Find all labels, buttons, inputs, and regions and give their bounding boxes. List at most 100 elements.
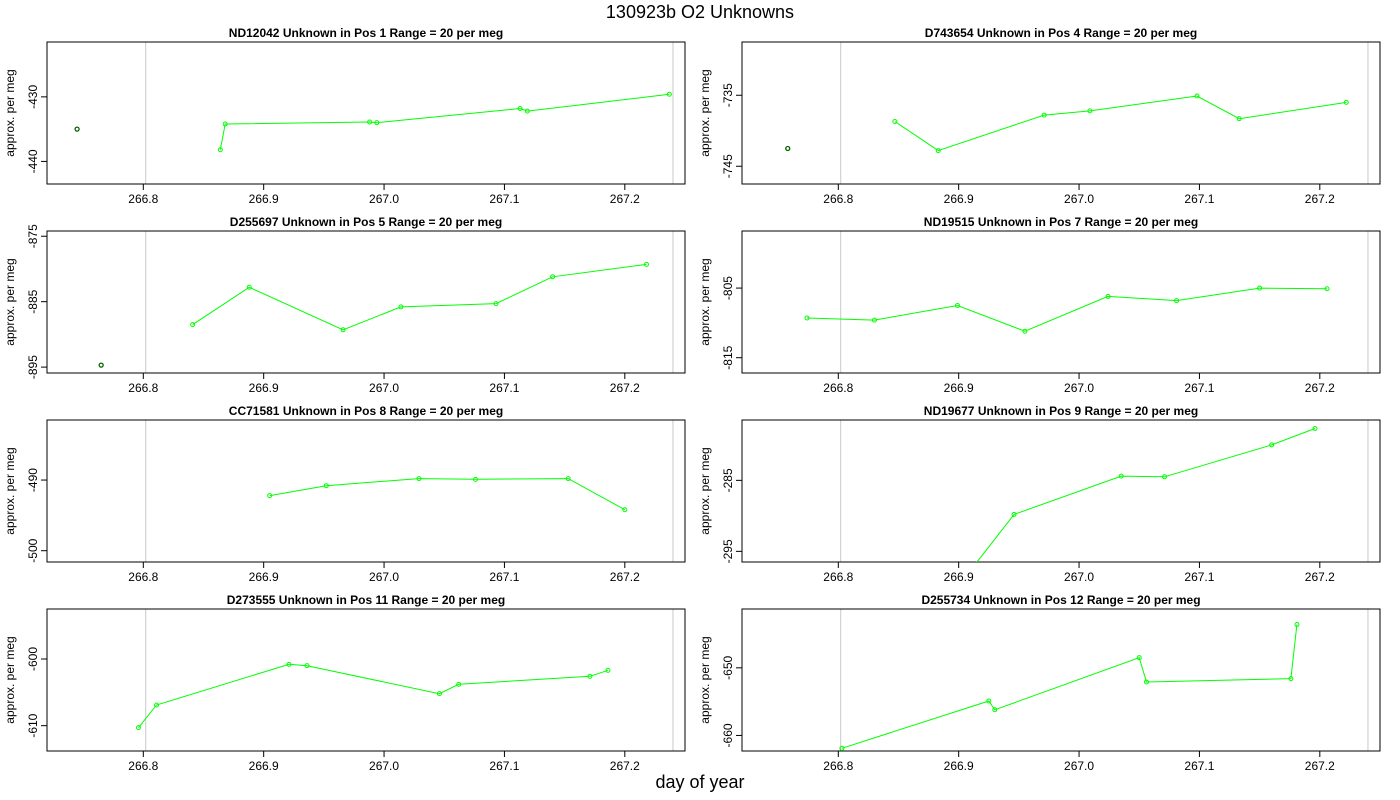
x-tick-label: 266.8: [128, 759, 158, 773]
y-axis-label: approx. per meg: [3, 258, 17, 345]
data-point: [839, 745, 845, 751]
x-tick-label: 266.8: [128, 192, 158, 206]
data-point: [1294, 622, 1300, 628]
data-point: [986, 698, 992, 704]
panel-3: D255697 Unknown in Pos 5 Range = 20 per …: [3, 215, 686, 395]
data-point: [1236, 116, 1242, 122]
x-tick-label: 266.9: [944, 570, 974, 584]
y-tick-label: -805: [721, 276, 735, 300]
x-tick-label: 266.9: [249, 570, 279, 584]
panel-title: D273555 Unknown in Pos 11 Range = 20 per…: [227, 593, 505, 607]
series-line: [841, 624, 1298, 749]
series-line: [976, 428, 1316, 562]
outlier-point: [785, 145, 791, 152]
y-tick-label: -745: [721, 154, 735, 178]
series-line: [219, 93, 670, 150]
data-point: [1118, 473, 1124, 479]
x-tick-label: 266.9: [249, 381, 279, 395]
data-point: [1162, 474, 1168, 480]
panel-6: ND19677 Unknown in Pos 9 Range = 20 per …: [698, 404, 1381, 584]
x-tick-label: 266.8: [823, 381, 853, 395]
x-tick-label: 266.9: [944, 192, 974, 206]
y-tick-label: -600: [26, 647, 40, 671]
x-tick-label: 267.1: [1184, 192, 1214, 206]
y-tick-label: -650: [721, 656, 735, 680]
x-tick-label: 266.8: [823, 570, 853, 584]
x-tick-label: 266.8: [128, 570, 158, 584]
x-tick-label: 267.1: [489, 192, 519, 206]
data-point: [456, 681, 462, 687]
panel-title: ND12042 Unknown in Pos 1 Range = 20 per …: [229, 26, 503, 40]
y-axis-label: approx. per meg: [3, 447, 17, 534]
panel-title: ND19677 Unknown in Pos 9 Range = 20 per …: [924, 404, 1198, 418]
x-tick-label: 267.0: [369, 759, 399, 773]
data-point: [154, 702, 160, 708]
plot-frame: [741, 41, 1381, 185]
data-point: [493, 301, 499, 307]
x-tick-label: 267.2: [610, 759, 640, 773]
data-point: [340, 327, 346, 333]
x-tick-label: 267.2: [610, 192, 640, 206]
x-tick-label: 266.9: [944, 381, 974, 395]
data-point: [367, 119, 373, 125]
series-line: [269, 478, 626, 511]
data-point: [1257, 285, 1263, 291]
data-point: [1194, 93, 1200, 99]
data-point: [398, 304, 404, 310]
x-tick-label: 266.9: [249, 192, 279, 206]
plot-frame: [46, 230, 686, 374]
x-tick-label: 267.2: [1305, 759, 1335, 773]
data-point: [473, 476, 479, 482]
data-point: [804, 315, 810, 321]
y-axis-label: approx. per meg: [698, 636, 712, 723]
y-tick-label: -875: [26, 224, 40, 248]
x-tick-label: 267.1: [1184, 759, 1214, 773]
data-point: [246, 284, 252, 290]
data-point: [135, 725, 141, 731]
panel-title: ND19515 Unknown in Pos 7 Range = 20 per …: [924, 215, 1198, 229]
data-point: [1105, 293, 1111, 299]
data-point: [550, 274, 556, 280]
outlier-point: [98, 362, 104, 368]
data-point: [1324, 286, 1330, 292]
data-point: [1041, 112, 1047, 118]
y-tick-label: -735: [721, 83, 735, 107]
data-point: [374, 120, 380, 126]
data-point: [954, 302, 960, 308]
data-point: [1269, 442, 1275, 448]
y-tick-label: -885: [26, 289, 40, 313]
y-axis-label: approx. per meg: [698, 447, 712, 534]
y-axis-label: approx. per meg: [3, 69, 17, 156]
y-axis-label: approx. per meg: [698, 69, 712, 156]
x-axis-title: day of year: [655, 772, 745, 792]
x-tick-label: 267.2: [610, 381, 640, 395]
x-tick-label: 266.8: [128, 381, 158, 395]
plot-frame: [741, 608, 1381, 752]
x-tick-label: 266.9: [249, 759, 279, 773]
data-point: [286, 661, 292, 667]
data-point: [1143, 679, 1149, 685]
data-point: [565, 476, 571, 482]
x-tick-label: 267.2: [1305, 192, 1335, 206]
x-tick-label: 266.8: [823, 759, 853, 773]
y-tick-label: -895: [26, 355, 40, 379]
data-point: [323, 483, 329, 489]
outlier-point: [74, 126, 80, 132]
data-point: [217, 147, 223, 153]
panel-title: D255734 Unknown in Pos 12 Range = 20 per…: [921, 593, 1200, 607]
x-tick-label: 266.8: [823, 192, 853, 206]
x-tick-label: 267.1: [489, 570, 519, 584]
panel-5: CC71581 Unknown in Pos 8 Range = 20 per …: [3, 404, 686, 584]
panel-title: D743654 Unknown in Pos 4 Range = 20 per …: [925, 26, 1197, 40]
panel-title: CC71581 Unknown in Pos 8 Range = 20 per …: [229, 404, 503, 418]
series-line: [894, 95, 1347, 152]
plot-frame: [46, 41, 686, 185]
x-tick-label: 267.1: [489, 381, 519, 395]
data-point: [1312, 426, 1318, 432]
x-tick-label: 267.0: [1064, 381, 1094, 395]
data-point: [643, 261, 649, 267]
data-point: [587, 673, 593, 679]
data-point: [436, 691, 442, 697]
x-tick-label: 267.1: [489, 759, 519, 773]
